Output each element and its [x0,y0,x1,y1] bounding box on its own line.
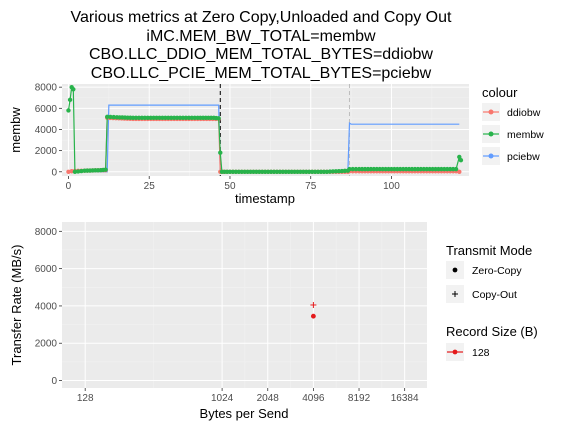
top-x-axis-label: timestamp [235,191,295,206]
size-legend-label: 128 [472,347,490,359]
series-point-membw [72,169,78,174]
top-x-tick-label: 100 [383,181,400,192]
bottom-x-tick-label: 4096 [302,393,325,404]
top-legend-key-point [488,131,494,137]
chart-title: Various metrics at Zero Copy,Unloaded an… [71,9,452,82]
top-legend-label: ddiobw [507,107,541,119]
series-point-membw [75,169,81,174]
bottom-x-tick-label: 1024 [211,393,234,404]
bottom-gridlines [62,222,427,388]
series-point-membw [67,97,73,103]
series-point-membw [71,87,76,92]
series-point-membw [103,167,108,172]
bottom-y-tick-label: 8000 [35,227,58,238]
series-point-membw [79,168,84,174]
top-x-tick-label: 75 [305,181,317,192]
top-x-tick-label: 50 [224,181,236,192]
bottom-x-tick-label: 8192 [348,393,371,404]
bottom-x-tick-label: 128 [77,393,94,404]
series-point-membw [218,150,223,155]
bottom-legends: Transmit Mode Zero-Copy Copy-Out Record S… [446,243,538,361]
bottom-x-ticks: 128 1024 2048 4096 8192 16384 [77,388,419,404]
top-legend-key-point [488,109,494,115]
top-y-ticks: 0 2000 4000 6000 8000 [35,83,62,178]
bottom-x-tick-label: 2048 [257,393,280,404]
bottom-plot-panel [62,222,427,388]
bottom-x-axis-label: Bytes per Send [200,406,289,421]
title-line-1: Various metrics at Zero Copy,Unloaded an… [71,9,452,26]
series-point-ddiobw [66,169,71,174]
top-y-tick-label: 6000 [35,104,58,115]
mode-legend-key-dot [452,267,458,273]
mode-legend-label: Copy-Out [472,289,517,301]
top-legend: colour ddiobw membw pciebw [482,85,544,165]
bottom-y-axis-label: Transfer Rate (MB/s) [9,245,24,366]
top-y-tick-label: 0 [51,167,57,178]
series-point-membw [453,166,459,172]
transfer-rate-chart: 128 1024 2048 4096 8192 16384 0 2000 4000 6000 80… [9,222,538,421]
top-y-tick-label: 8000 [35,83,58,94]
top-x-tick-label: 25 [144,181,156,192]
title-line-2: iMC.MEM_BW_TOTAL=membw [146,28,376,45]
bottom-points [310,302,317,319]
bottom-x-tick-label: 16384 [391,393,419,404]
top-series [66,84,464,174]
series-point-membw [350,166,355,172]
top-legend-key-point [488,153,494,159]
series-point-membw [108,114,113,120]
point-copy-out [310,302,317,308]
series-point-membw [216,116,221,121]
size-legend-key-point [452,349,458,355]
title-line-4: CBO.LLC_PCIE_MEM_TOTAL_BYTES=pciebw [91,65,432,82]
top-x-tick-label: 0 [66,181,72,192]
top-y-tick-label: 2000 [35,146,58,157]
series-point-membw [458,157,464,163]
top-y-axis-label: membw [8,107,23,153]
bottom-y-tick-label: 6000 [35,264,58,275]
bottom-y-tick-label: 4000 [35,301,58,312]
series-point-ddiobw [69,169,74,174]
record-size-legend-title: Record Size (B) [446,324,538,339]
point-zero-copy [310,313,316,319]
top-plot-panel [62,84,469,176]
series-point-membw [105,114,110,119]
bottom-y-ticks: 0 2000 4000 6000 8000 [35,227,62,387]
transmit-mode-legend-title: Transmit Mode [446,243,532,258]
bottom-y-tick-label: 0 [51,376,57,387]
timestamp-chart: 0 25 50 75 100 0 2000 4000 6000 8000 timestamp m… [8,83,544,206]
series-point-membw [353,166,359,172]
top-legend-label: pciebw [507,151,540,163]
bottom-y-tick-label: 2000 [35,339,58,350]
top-x-ticks: 0 25 50 75 100 [66,176,400,192]
title-line-3: CBO.LLC_DDIO_MEM_TOTAL_BYTES=ddiobw [89,46,433,63]
mode-legend-label: Zero-Copy [472,265,522,277]
series-point-membw [66,108,71,113]
series-point-membw [111,114,116,120]
top-y-tick-label: 4000 [35,125,58,136]
top-legend-label: membw [507,129,544,141]
top-legend-title: colour [482,85,518,100]
series-point-ddiobw [457,169,462,174]
series-point-membw [347,166,352,172]
